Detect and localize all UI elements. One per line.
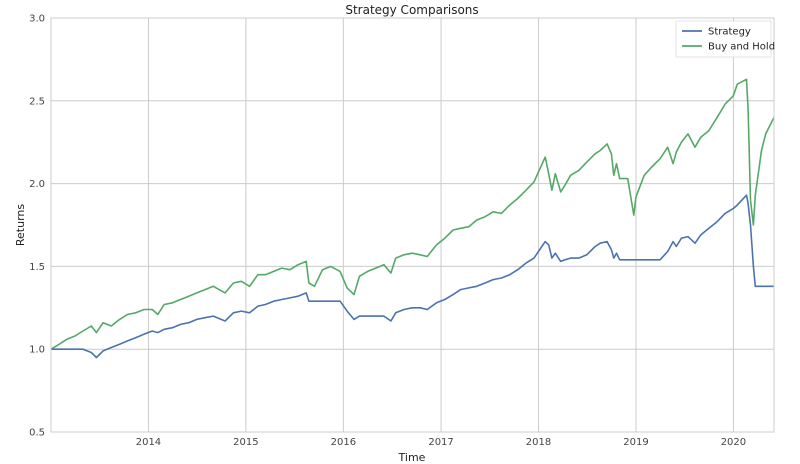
x-axis-label: Time	[398, 451, 426, 464]
x-tick-label: 2016	[331, 437, 356, 448]
y-tick-labels: 0.5 1.0 1.5 2.0 2.5 3.0	[29, 14, 45, 439]
series-lines	[50, 78, 775, 359]
y-tick-label: 1.5	[29, 262, 45, 273]
x-tick-labels: 2014 2015 2016 2017 2018 2019 2020	[136, 437, 746, 448]
y-tick-label: 3.0	[29, 14, 45, 25]
plot-frame	[50, 17, 775, 433]
series-line-strategy	[51, 194, 774, 359]
legend: Strategy Buy and Hold	[675, 20, 775, 58]
y-tick-label: 1.0	[29, 345, 45, 356]
legend-label-strategy: Strategy	[708, 27, 751, 38]
legend-box	[675, 20, 772, 58]
legend-label-buy-and-hold: Buy and Hold	[708, 42, 775, 53]
y-tick-label: 2.5	[29, 96, 45, 107]
chart-title: Strategy Comparisons	[345, 3, 478, 17]
x-tick-label: 2018	[526, 437, 551, 448]
x-tick-label: 2017	[428, 437, 453, 448]
x-tick-label: 2020	[721, 437, 746, 448]
x-tick-label: 2014	[136, 437, 161, 448]
y-tick-label: 2.0	[29, 179, 45, 190]
series-line-buy-and-hold	[50, 78, 775, 350]
plot-area	[51, 18, 774, 432]
y-tick-label: 0.5	[29, 428, 45, 439]
y-axis-label: Returns	[14, 204, 27, 247]
x-tick-label: 2015	[233, 437, 258, 448]
x-tick-label: 2019	[623, 437, 648, 448]
